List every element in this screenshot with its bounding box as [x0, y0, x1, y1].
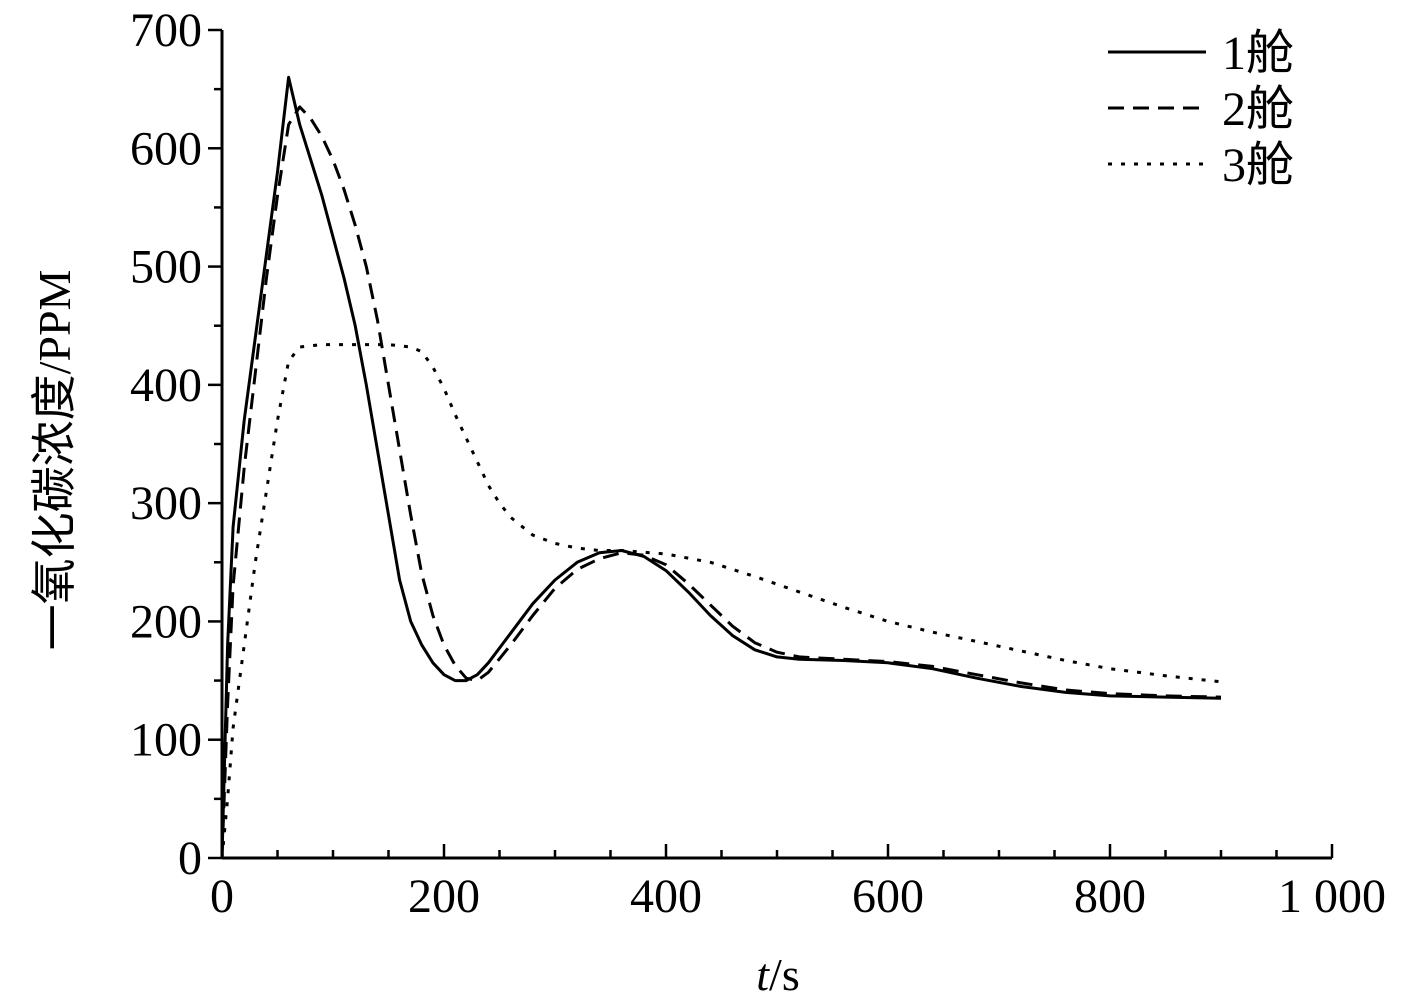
legend-label-3: 3舱	[1222, 139, 1294, 192]
y-tick-label: 300	[130, 477, 202, 530]
series-group	[220, 75, 1222, 859]
x-tick-label: 800	[1074, 870, 1146, 923]
legend-label-2: 2舱	[1222, 83, 1294, 136]
x-axis-title: t/s	[756, 949, 799, 1000]
y-tick-label: 0	[178, 832, 202, 885]
x-tick-label: 200	[408, 870, 480, 923]
y-tick-label: 200	[130, 595, 202, 648]
y-tick-label: 400	[130, 359, 202, 412]
x-tick-label: 600	[852, 870, 924, 923]
y-axis-title: 一氧化碳浓度/PPM	[29, 270, 80, 651]
series-line-2	[220, 105, 1222, 859]
y-tick-label: 700	[130, 4, 202, 57]
ticks-group: 0 200 400 600 800 1 000 0 100 200 300 400 500 600 700	[130, 4, 1386, 923]
y-tick-label: 500	[130, 241, 202, 294]
x-axis-title-unit: /s	[769, 949, 800, 1000]
legend-label-1: 1舱	[1222, 27, 1294, 80]
x-tick-label: 0	[210, 870, 234, 923]
x-tick-label: 400	[630, 870, 702, 923]
axes-group	[220, 30, 1332, 860]
y-tick-label: 100	[130, 714, 202, 767]
x-tick-label: 1 000	[1278, 870, 1386, 923]
y-tick-label: 600	[130, 122, 202, 175]
series-line-3	[220, 343, 1222, 859]
x-axis-title-italic: t	[756, 949, 770, 1000]
series-line-1	[220, 75, 1222, 859]
